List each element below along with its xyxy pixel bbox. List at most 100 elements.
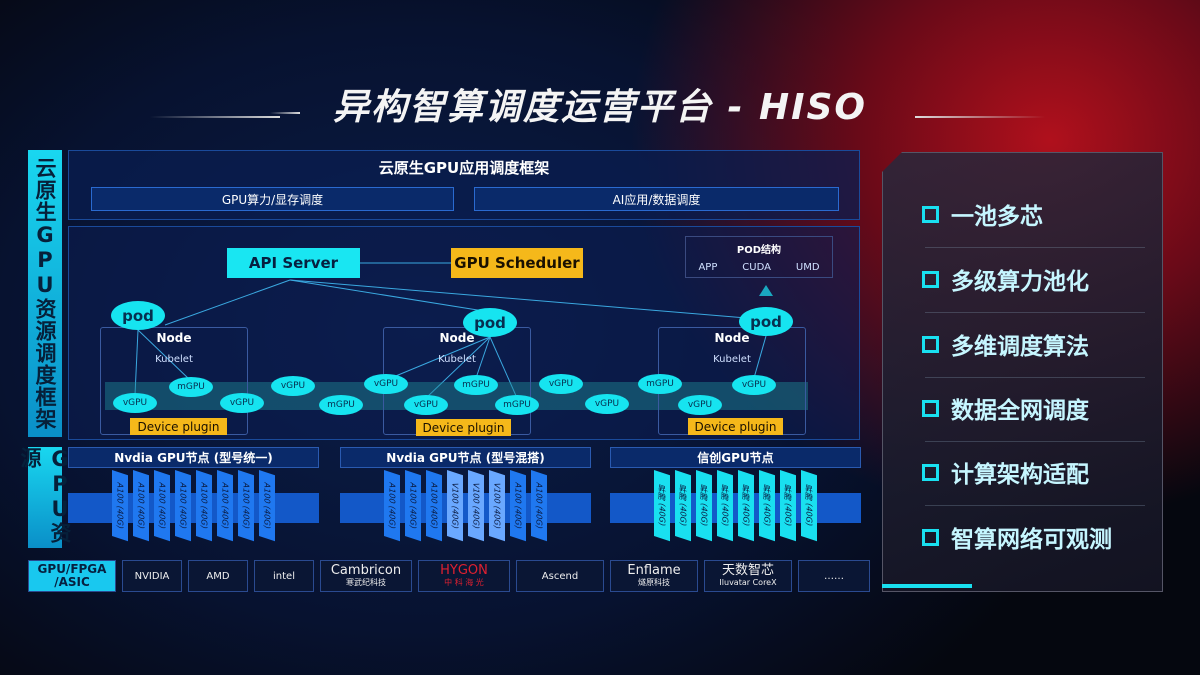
gpu-card: A100 (40G) [238, 470, 254, 542]
gpu-card: A100 (40G) [196, 470, 212, 542]
feature-label: 多维调度算法 [951, 334, 1089, 360]
vendor-name: intel [273, 570, 295, 582]
page-title: 异构智算调度运营平台 - HISO [332, 87, 868, 128]
divider [925, 441, 1145, 442]
app-framework-title: 云原生GPU应用调度框架 [378, 159, 550, 177]
vendor-name: HYGON [440, 563, 488, 579]
vendor-name: …… [824, 570, 844, 582]
framework-label: 云原生GPU资源调度框架 [28, 150, 62, 437]
gpu-node-header: 信创GPU节点 [610, 447, 861, 468]
gpu-card: V100 (40G) [489, 470, 505, 542]
vendor-logo: intel [254, 560, 314, 592]
gpu-node-band [68, 493, 319, 523]
vendor-row: GPU/FPGA /ASIC NVIDIA AMD intel Cambricon 寒武… [28, 560, 870, 592]
device-plugin-3: Device plugin [688, 418, 783, 435]
feature-label: 多级算力池化 [951, 269, 1089, 295]
feature-label: 一池多芯 [951, 204, 1043, 230]
vendor-name: 燧原科技 [638, 577, 670, 587]
gpu-unit: vGPU [404, 395, 448, 415]
gpu-node-header: Nvdia GPU节点 (型号混搭) [340, 447, 591, 468]
vendor-name: Enflame [627, 563, 681, 579]
vendor-name: AMD [206, 570, 230, 582]
feature-label: 智算网络可观测 [951, 527, 1112, 553]
vendor-logo: NVIDIA [122, 560, 182, 592]
kubelet-label: Kubelet [713, 354, 751, 365]
panel-accent [882, 584, 972, 588]
vendor-logo: Enflame 燧原科技 [610, 560, 698, 592]
gpu-unit: vGPU [113, 393, 157, 413]
vendor-name: NVIDIA [134, 570, 170, 582]
checkbox-icon [922, 399, 939, 417]
gpu-unit: mGPU [319, 395, 363, 415]
pod-structure-title: POD结构 [736, 245, 782, 256]
checkbox-icon [922, 270, 939, 288]
gpu-unit: vGPU [220, 393, 264, 413]
feature-label: 数据全网调度 [951, 398, 1089, 424]
pod-umd: UMD [795, 262, 820, 273]
gpu-card: V100 (40G) [447, 470, 463, 542]
vendor-name: 天数智芯 [721, 563, 774, 579]
title-deco-left [270, 112, 300, 114]
vendor-name: 寒武纪科技 [346, 577, 386, 587]
pod-2: pod [463, 308, 517, 337]
api-server-box: API Server [227, 248, 360, 278]
gpu-card: 昇腾 (40G) [696, 470, 712, 542]
gpu-card: 昇腾 (40G) [717, 470, 733, 542]
ai-data-scheduling: AI应用/数据调度 [474, 187, 839, 211]
gpu-node-band [610, 493, 861, 523]
vendor-name: 中 科 海 光 [444, 577, 484, 587]
vendor-logo: …… [798, 560, 870, 592]
gpu-card: A100 (40G) [175, 470, 191, 542]
device-plugin-1: Device plugin [130, 418, 227, 435]
node-label: Node [714, 331, 750, 345]
feature-item: 一池多芯 [922, 197, 1043, 231]
checkbox-icon [922, 335, 939, 353]
gpu-unit: vGPU [364, 374, 408, 394]
divider [925, 505, 1145, 506]
gpu-node-header: Nvdia GPU节点 (型号统一) [68, 447, 319, 468]
feature-item: 多维调度算法 [922, 327, 1089, 361]
gpu-card: 昇腾 (40G) [780, 470, 796, 542]
gpu-card: A100 (40G) [259, 470, 275, 542]
gpu-card: A100 (40G) [510, 470, 526, 542]
feature-label: 计算架构适配 [951, 462, 1089, 488]
vendor-logo: Ascend [516, 560, 604, 592]
gpu-unit: vGPU [732, 375, 776, 395]
kubelet-label: Kubelet [155, 354, 193, 365]
pod-cuda: CUDA [742, 262, 771, 273]
pod-1: pod [111, 301, 165, 330]
gpu-card: A100 (40G) [133, 470, 149, 542]
divider [925, 377, 1145, 378]
checkbox-icon [922, 528, 939, 546]
gpu-unit: mGPU [495, 395, 539, 415]
pod-app: APP [698, 262, 718, 273]
app-framework-panel: 云原生GPU应用调度框架 GPU算力/显存调度 AI应用/数据调度 [68, 150, 860, 220]
gpu-card: A100 (40G) [384, 470, 400, 542]
kubelet-label: Kubelet [438, 354, 476, 365]
gpu-unit: mGPU [638, 374, 682, 394]
vendor-name: Cambricon [330, 563, 402, 579]
divider [925, 312, 1145, 313]
gpu-card: A100 (40G) [405, 470, 421, 542]
checkbox-icon [922, 205, 939, 223]
gpu-card: A100 (40G) [154, 470, 170, 542]
gpu-card: A100 (40G) [426, 470, 442, 542]
vendor-name: Ascend [541, 570, 579, 582]
gpu-card: 昇腾 (40G) [675, 470, 691, 542]
title-deco-right-line [915, 116, 1045, 118]
feature-item: 计算架构适配 [922, 455, 1089, 489]
feature-item: 智算网络可观测 [922, 520, 1112, 554]
vendor-name: Iluvatar CoreX [719, 577, 777, 587]
gpu-card: A100 (40G) [112, 470, 128, 542]
features-panel [882, 152, 1163, 592]
gpu-unit: vGPU [585, 394, 629, 414]
gpu-card: A100 (40G) [531, 470, 547, 542]
vendor-logo: HYGON 中 科 海 光 [418, 560, 510, 592]
device-plugin-2: Device plugin [416, 419, 511, 436]
gpu-card: 昇腾 (40G) [654, 470, 670, 542]
feature-item: 数据全网调度 [922, 391, 1089, 425]
gpu-unit: vGPU [271, 376, 315, 396]
vendor-logo: Cambricon 寒武纪科技 [320, 560, 412, 592]
gpu-scheduler-box: GPU Scheduler [451, 248, 583, 278]
